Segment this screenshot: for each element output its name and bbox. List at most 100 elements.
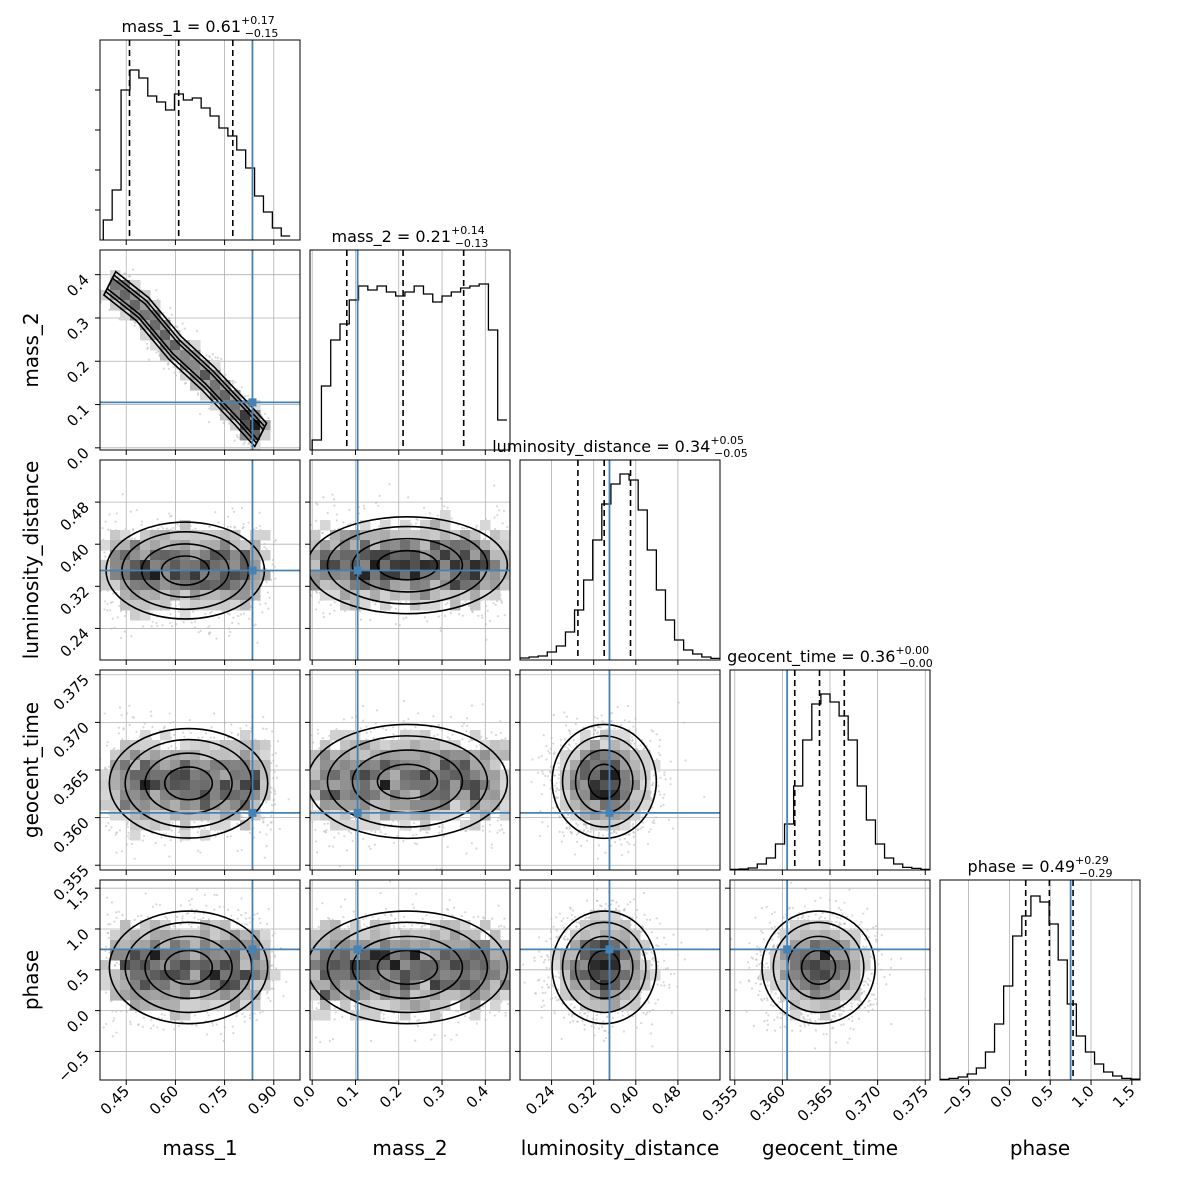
panel-frame [309, 879, 511, 1081]
density-cells [100, 920, 281, 1021]
density-mass_1-vs-mass_2: 0.0 0.1 0.2 0.3 0.4 [63, 249, 301, 474]
density-mass_2-vs-luminosity_distance [305, 459, 511, 665]
x-tick-label: 0.1 [333, 1082, 363, 1112]
x-tick-label: 0.24 [522, 1082, 558, 1118]
x-tick-label: 0.0 [289, 1082, 319, 1112]
density-cells [100, 520, 271, 621]
x-tick-label: 0.4 [463, 1082, 493, 1112]
x-tick-label: 0.45 [97, 1082, 133, 1118]
density-mass_2-vs-phase: 0.0 0.1 0.2 0.3 0.4 [289, 879, 511, 1112]
contour-lines [310, 723, 509, 840]
x-tick-label: 0.90 [244, 1082, 280, 1118]
truth-marker [353, 945, 362, 954]
x-tick-label: 0.355 [698, 1082, 741, 1125]
truth-marker [783, 945, 792, 954]
x-tick-label: 0.40 [606, 1082, 642, 1118]
x-tick-label: 0.60 [146, 1082, 182, 1118]
contour-lines [310, 516, 509, 615]
histogram-step-line [730, 693, 930, 870]
panel-frame [99, 879, 301, 1081]
x-tick-label: 0.2 [376, 1082, 406, 1112]
histogram-step-line [520, 473, 720, 660]
x-axis-label-luminosity_distance: luminosity_distance [521, 1136, 720, 1160]
y-axis-label-geocent_time: geocent_time [19, 702, 43, 838]
density-cells [310, 730, 510, 831]
y-tick-label: 0.4 [63, 271, 93, 301]
panel-frame [99, 249, 301, 451]
density-cells [310, 510, 510, 611]
truth-marker [248, 808, 257, 817]
y-tick-label: 0.3 [63, 314, 93, 344]
panel-frame [99, 39, 301, 241]
density-geocent_time-vs-phase: 0.355 0.360 0.365 0.370 0.375 [698, 879, 932, 1125]
y-axis-label-phase: phase [19, 950, 43, 1010]
panel-title: phase = 0.49+0.29 −0.29 [968, 854, 1113, 880]
density-luminosity_distance-vs-phase: 0.24 0.32 0.40 0.48 [515, 879, 721, 1118]
x-tick-label: 0.75 [195, 1082, 231, 1118]
y-tick-label: 0.24 [56, 625, 92, 661]
contour-lines [310, 910, 509, 1025]
histogram-step-line [102, 69, 291, 240]
y-tick-label: −0.5 [54, 1048, 92, 1086]
panel-title: luminosity_distance = 0.34+0.05 −0.05 [492, 434, 748, 460]
y-tick-label: 0.370 [50, 718, 93, 761]
truth-marker [248, 945, 257, 954]
truth-marker [248, 566, 257, 575]
y-axis-label-luminosity_distance: luminosity_distance [19, 461, 43, 660]
x-tick-label: −0.5 [937, 1082, 975, 1120]
density-luminosity_distance-vs-geocent_time [515, 669, 721, 875]
panel-frame [939, 879, 1141, 1081]
x-tick-label: 1.5 [1109, 1082, 1139, 1112]
y-tick-label: 0.40 [56, 540, 92, 576]
truth-marker [353, 808, 362, 817]
panel-frame [309, 249, 511, 451]
panel-title: mass_1 = 0.61+0.17 −0.15 [122, 14, 279, 40]
histogram-step-line [311, 283, 507, 450]
x-tick-label: 0.365 [794, 1082, 837, 1125]
panel-frame [519, 459, 721, 661]
y-tick-label: 0.365 [50, 766, 93, 809]
x-axis-label-mass_1: mass_1 [162, 1136, 237, 1160]
y-tick-label: 1.0 [63, 925, 93, 955]
histogram-phase: −0.5 0.0 0.5 1.0 1.5 phase = 0.49+0.29 −0.29 [937, 854, 1141, 1121]
x-axis-label-mass_2: mass_2 [372, 1136, 447, 1160]
density-cells [550, 910, 661, 1011]
truth-marker [248, 398, 257, 407]
truth-marker [353, 566, 362, 575]
y-tick-label: 0.375 [50, 671, 93, 714]
y-axis-label-mass_2: mass_2 [19, 312, 43, 387]
histogram-mass_1: mass_1 = 0.61+0.17 −0.15 [95, 14, 301, 245]
y-tick-label: 0.5 [63, 966, 93, 996]
contour-lines [551, 910, 658, 1025]
x-tick-label: 0.360 [746, 1082, 789, 1125]
y-tick-label: 0.48 [56, 498, 92, 534]
x-tick-label: 0.0 [987, 1082, 1017, 1112]
x-tick-label: 0.48 [648, 1082, 684, 1118]
x-axis-label-phase: phase [1010, 1136, 1070, 1160]
x-tick-label: 0.5 [1027, 1082, 1057, 1112]
histogram-mass_2: mass_2 = 0.21+0.14 −0.13 [309, 224, 511, 455]
panel-frame [99, 459, 301, 661]
density-mass_2-vs-geocent_time [305, 669, 511, 875]
panel-frame [519, 879, 721, 1081]
panel-title: geocent_time = 0.36+0.00 −0.00 [727, 644, 933, 670]
y-tick-label: 0.32 [56, 582, 92, 618]
contour-lines [102, 270, 268, 448]
y-tick-label: 0.360 [50, 814, 93, 857]
truth-marker [605, 808, 614, 817]
y-tick-label: 0.0 [63, 444, 93, 474]
panel-frame [309, 459, 511, 661]
x-tick-label: 0.375 [889, 1082, 932, 1125]
density-cells [100, 270, 271, 450]
x-tick-label: 0.3 [419, 1082, 449, 1112]
histogram-step-line [940, 895, 1140, 1080]
y-tick-label: 0.2 [63, 357, 93, 387]
y-tick-label: 0.1 [63, 401, 93, 431]
density-mass_1-vs-phase: 0.45 0.60 0.75 0.90−0.50.00.51.01.5 [54, 879, 301, 1118]
x-tick-label: 0.32 [564, 1082, 600, 1118]
histogram-geocent_time: geocent_time = 0.36+0.00 −0.00 [727, 644, 933, 875]
x-tick-label: 0.370 [841, 1082, 884, 1125]
truth-marker [605, 945, 614, 954]
